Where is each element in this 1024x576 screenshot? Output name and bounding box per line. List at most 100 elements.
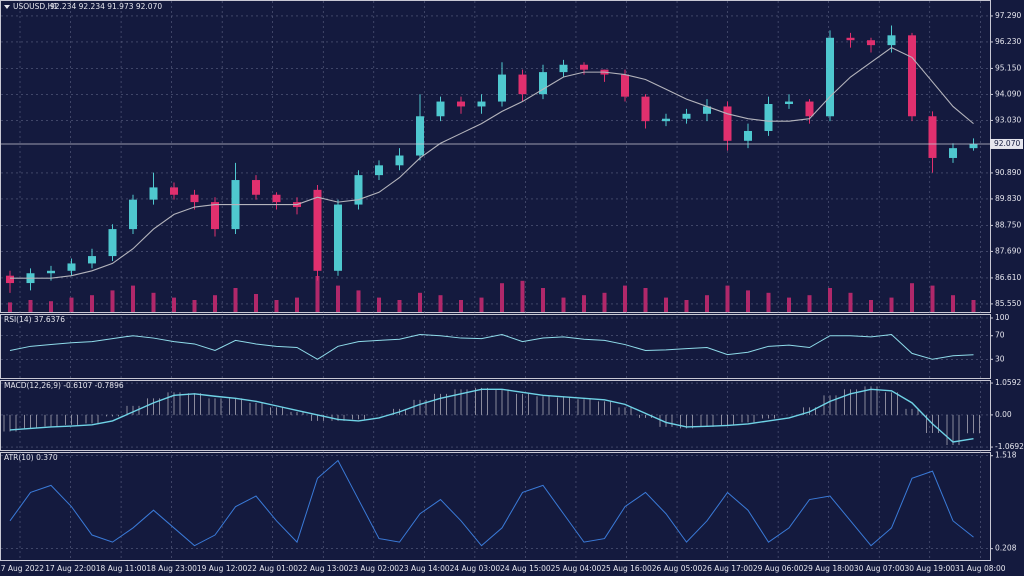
candle-body: [170, 187, 178, 195]
y-tick-label: 85.550: [995, 299, 1021, 308]
candle-body: [313, 189, 322, 271]
y-tick-label: 95.150: [995, 63, 1021, 72]
volume-bar: [500, 283, 504, 312]
macd-pane: [0, 380, 991, 451]
candle-body: [416, 116, 424, 156]
candle-body: [887, 35, 896, 46]
x-tick-label: 17 Aug 22:00: [45, 564, 96, 573]
candle-body: [580, 64, 588, 70]
y-tick-label: 100: [995, 313, 1010, 322]
volume-bar: [336, 285, 340, 312]
volume-bar: [807, 295, 812, 312]
y-tick-label: 87.690: [995, 246, 1021, 255]
x-tick-label: 18 Aug 23:00: [146, 564, 197, 573]
volume-bar: [541, 288, 545, 312]
volume-bar: [459, 300, 463, 312]
volume-bar: [192, 300, 197, 312]
indicator-line: [9, 333, 974, 360]
menu-arrow[interactable]: [4, 5, 10, 9]
candle-body: [785, 101, 793, 104]
y-tick-label: 89.830: [995, 194, 1021, 203]
volume-bar: [90, 295, 94, 312]
x-tick-label: 31 Aug 08:00: [955, 564, 1006, 573]
candle-body: [621, 74, 629, 97]
x-tick-label: 24 Aug 03:00: [450, 564, 501, 573]
candle-body: [252, 180, 260, 195]
x-tick-label: 25 Aug 16:00: [601, 564, 652, 573]
candle-body: [846, 37, 855, 41]
volume-bar: [930, 285, 935, 312]
volume-bar: [254, 294, 258, 312]
volume-bar: [889, 297, 894, 312]
x-tick-label: 18 Aug 11:00: [96, 564, 147, 573]
y-tick-label: 96.230: [995, 37, 1021, 46]
volume-bar: [643, 288, 648, 312]
candle-body: [949, 148, 957, 158]
volume-bar: [869, 300, 873, 312]
x-tick-label: 23 Aug 14:00: [399, 564, 450, 573]
volume-bar: [684, 300, 689, 312]
volume-bar: [910, 283, 914, 312]
y-tick-label: -1.0692: [995, 442, 1024, 451]
candle-body: [6, 275, 14, 284]
volume-bar: [356, 290, 361, 312]
volume-bar: [233, 288, 238, 312]
volume-bar: [274, 300, 279, 312]
volume-bar: [520, 280, 525, 312]
ohlc-label: 92.234 92.234 91.973 92.070: [50, 2, 162, 11]
candle-body: [539, 72, 547, 95]
volume-bar: [69, 297, 74, 312]
candle-body: [908, 35, 916, 117]
pane-frames: [0, 0, 991, 561]
volume-bar: [951, 295, 955, 312]
y-tick-label: 86.610: [995, 273, 1021, 282]
candle-body: [682, 113, 691, 119]
volume-bar: [295, 297, 299, 312]
current-price-label: 92.070: [994, 139, 1020, 148]
y-tick-label: 93.030: [995, 115, 1021, 124]
x-tick-label: 29 Aug 06:00: [753, 564, 804, 573]
y-tick-label: 30: [995, 354, 1005, 363]
volume-bar: [213, 295, 217, 312]
volume-bar: [971, 300, 976, 312]
candle-body: [723, 106, 732, 141]
symbol-title: USOUSD,H1: [13, 2, 58, 11]
candle-body: [129, 199, 137, 230]
candle-body: [641, 96, 650, 122]
volume-bar: [664, 297, 668, 312]
candle-body: [805, 101, 814, 117]
volume-bar: [828, 288, 832, 312]
x-tick-label: 26 Aug 17:00: [702, 564, 753, 573]
volume-bar: [623, 285, 627, 312]
main-pane: [0, 0, 991, 313]
candle-body: [436, 101, 445, 117]
x-tick-label: 19 Aug 12:00: [197, 564, 248, 573]
x-tick-label: 25 Aug 04:00: [551, 564, 602, 573]
x-tick-label: 17 Aug 2022: [0, 564, 44, 573]
atr-pane: [0, 452, 991, 561]
volume-bar: [602, 292, 607, 312]
x-tick-label: 29 Aug 18:00: [803, 564, 854, 573]
candle-body: [375, 165, 383, 176]
x-tick-label: 22 Aug 13:00: [298, 564, 349, 573]
macd-signal: [9, 388, 974, 443]
x-tick-label: 30 Aug 07:00: [854, 564, 905, 573]
volume-bar: [151, 292, 156, 312]
y-tick-label: 97.290: [995, 11, 1021, 20]
candle-body: [559, 64, 568, 73]
candle-body: [354, 175, 363, 205]
atr-title: ATR(10) 0.370: [4, 453, 58, 462]
x-tick-label: 22 Aug 01:00: [247, 564, 298, 573]
candle-body: [149, 187, 158, 200]
candle-body: [703, 106, 711, 114]
volume-bar: [8, 302, 12, 312]
volume-bar: [397, 300, 402, 312]
candle-body: [498, 74, 506, 102]
volume-bar: [131, 285, 135, 312]
volume-bar: [438, 295, 443, 312]
candle-body: [211, 202, 219, 230]
candle-body: [395, 155, 404, 166]
candle-body: [662, 118, 670, 122]
candle-body: [764, 104, 773, 131]
